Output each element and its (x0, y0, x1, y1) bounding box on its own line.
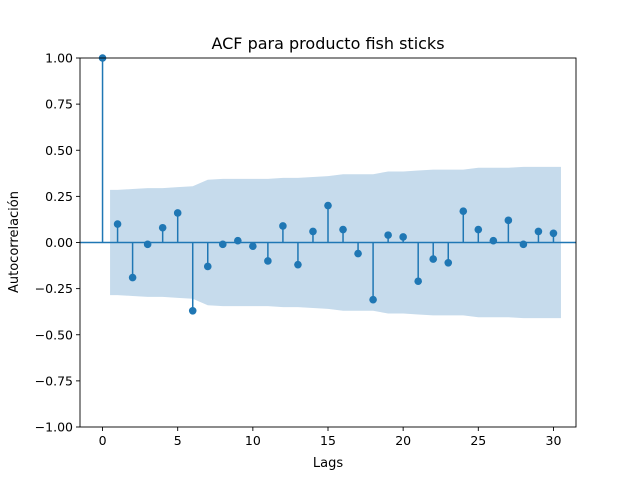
y-tick-label: −0.75 (35, 373, 73, 388)
chart-title: ACF para producto fish sticks (211, 34, 444, 53)
x-tick-label: 25 (470, 433, 486, 448)
y-tick-label: 0.75 (45, 97, 73, 112)
marker-lag-20 (399, 233, 407, 241)
y-tick-label: 1.00 (45, 51, 73, 66)
marker-lag-3 (143, 240, 152, 249)
plot-area: −1.00 −0.75 −0.50 −0.25 0.00 0.25 0.50 0.75 1.00… (35, 51, 577, 448)
marker-lag-10 (249, 242, 257, 250)
marker-lag-19 (384, 231, 392, 239)
y-axis-label: Autocorrelación (7, 191, 22, 293)
marker-lag-2 (128, 273, 137, 282)
marker-lag-8 (218, 240, 227, 249)
x-tick-label: 5 (174, 433, 182, 448)
marker-lag-11 (264, 257, 272, 265)
marker-lag-7 (203, 262, 212, 271)
marker-lag-25 (474, 225, 483, 234)
marker-lag-27 (504, 216, 513, 225)
x-tick-label: 30 (546, 433, 562, 448)
marker-lag-23 (444, 258, 453, 267)
marker-lag-14 (309, 227, 317, 236)
x-axis-label: Lags (313, 456, 343, 471)
marker-lag-1 (113, 220, 122, 228)
marker-lag-18 (369, 295, 377, 304)
marker-lag-30 (549, 229, 558, 238)
marker-lag-5 (173, 209, 182, 217)
marker-lag-6 (188, 306, 197, 315)
marker-lag-12 (279, 222, 287, 230)
y-tick-label: 0.25 (45, 189, 73, 204)
marker-lag-24 (459, 207, 468, 215)
marker-lag-29 (534, 227, 543, 236)
marker-lag-28 (519, 240, 528, 249)
x-tick-label: 15 (320, 433, 336, 448)
marker-lag-16 (339, 225, 347, 234)
marker-lag-26 (489, 236, 498, 245)
marker-lag-17 (354, 249, 362, 258)
marker-lag-15 (324, 201, 332, 210)
marker-lag-13 (294, 260, 302, 269)
y-tick-label: 0.00 (45, 235, 73, 250)
marker-lag-9 (234, 236, 242, 245)
x-tick-label: 10 (245, 433, 261, 448)
y-tick-label: −1.00 (35, 420, 73, 435)
y-tick-label: −0.50 (35, 327, 73, 342)
y-tick-label: −0.25 (35, 281, 73, 296)
marker-lag-22 (429, 255, 438, 263)
x-tick-label: 20 (395, 433, 411, 448)
marker-lag-4 (158, 223, 167, 232)
marker-lag-21 (414, 277, 422, 286)
x-tick-label: 0 (99, 433, 107, 448)
y-tick-label: 0.50 (45, 143, 73, 158)
